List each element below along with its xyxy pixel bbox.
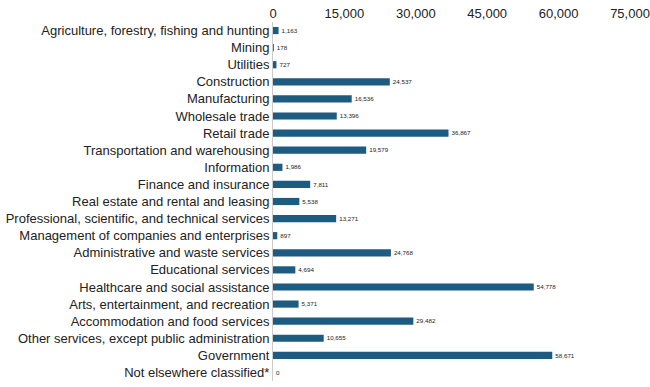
- svg-text:15,000: 15,000: [325, 6, 365, 21]
- svg-text:29,482: 29,482: [416, 317, 436, 324]
- svg-text:Real estate and rental and lea: Real estate and rental and leasing: [72, 194, 269, 209]
- svg-text:Utilities: Utilities: [227, 57, 269, 72]
- svg-text:Other services, except public: Other services, except public administra…: [18, 331, 269, 346]
- svg-text:Educational services: Educational services: [150, 262, 270, 277]
- svg-text:Finance and insurance: Finance and insurance: [138, 177, 270, 192]
- svg-text:13,396: 13,396: [340, 112, 360, 119]
- svg-text:24,768: 24,768: [394, 249, 414, 256]
- svg-text:Wholesale trade: Wholesale trade: [175, 109, 269, 124]
- svg-text:727: 727: [279, 61, 290, 68]
- svg-text:Healthcare and social assistan: Healthcare and social assistance: [79, 280, 269, 295]
- svg-text:Management of companies and en: Management of companies and enterprises: [19, 228, 270, 243]
- svg-text:54,778: 54,778: [537, 283, 557, 290]
- svg-text:19,579: 19,579: [369, 146, 389, 153]
- svg-text:45,000: 45,000: [467, 6, 507, 21]
- svg-text:4,694: 4,694: [298, 266, 314, 273]
- svg-text:16,536: 16,536: [355, 95, 375, 102]
- svg-text:58,671: 58,671: [555, 352, 575, 359]
- svg-text:5,371: 5,371: [302, 300, 318, 307]
- svg-text:1,163: 1,163: [282, 27, 298, 34]
- svg-text:Accommodation and food service: Accommodation and food services: [71, 314, 270, 329]
- svg-text:5,538: 5,538: [302, 198, 318, 205]
- svg-text:Mining: Mining: [231, 40, 269, 55]
- svg-text:0: 0: [269, 6, 276, 21]
- svg-text:Government: Government: [198, 348, 270, 363]
- svg-text:Professional, scientific, and: Professional, scientific, and technical …: [6, 211, 270, 226]
- svg-text:0: 0: [276, 369, 280, 376]
- svg-text:897: 897: [280, 232, 291, 239]
- svg-text:75,000: 75,000: [610, 6, 650, 21]
- svg-text:60,000: 60,000: [539, 6, 579, 21]
- svg-text:Transportation and warehousing: Transportation and warehousing: [83, 143, 269, 158]
- svg-text:Manufacturing: Manufacturing: [187, 91, 269, 106]
- svg-text:Arts, entertainment, and recre: Arts, entertainment, and recreation: [69, 297, 269, 312]
- svg-text:Not elsewhere classified*: Not elsewhere classified*: [124, 365, 269, 380]
- svg-text:Administrative and waste servi: Administrative and waste services: [74, 245, 270, 260]
- svg-text:Retail trade: Retail trade: [203, 126, 269, 141]
- svg-text:13,271: 13,271: [339, 215, 359, 222]
- svg-text:36,867: 36,867: [451, 129, 471, 136]
- svg-text:Information: Information: [204, 160, 269, 175]
- svg-text:1,986: 1,986: [285, 163, 301, 170]
- svg-text:24,537: 24,537: [393, 78, 413, 85]
- svg-text:Agriculture, forestry, fishing: Agriculture, forestry, fishing and hunti…: [41, 23, 269, 38]
- svg-text:178: 178: [277, 44, 288, 51]
- svg-text:10,655: 10,655: [327, 334, 347, 341]
- svg-text:Construction: Construction: [196, 74, 269, 89]
- svg-text:7,811: 7,811: [313, 181, 329, 188]
- svg-text:30,000: 30,000: [396, 6, 436, 21]
